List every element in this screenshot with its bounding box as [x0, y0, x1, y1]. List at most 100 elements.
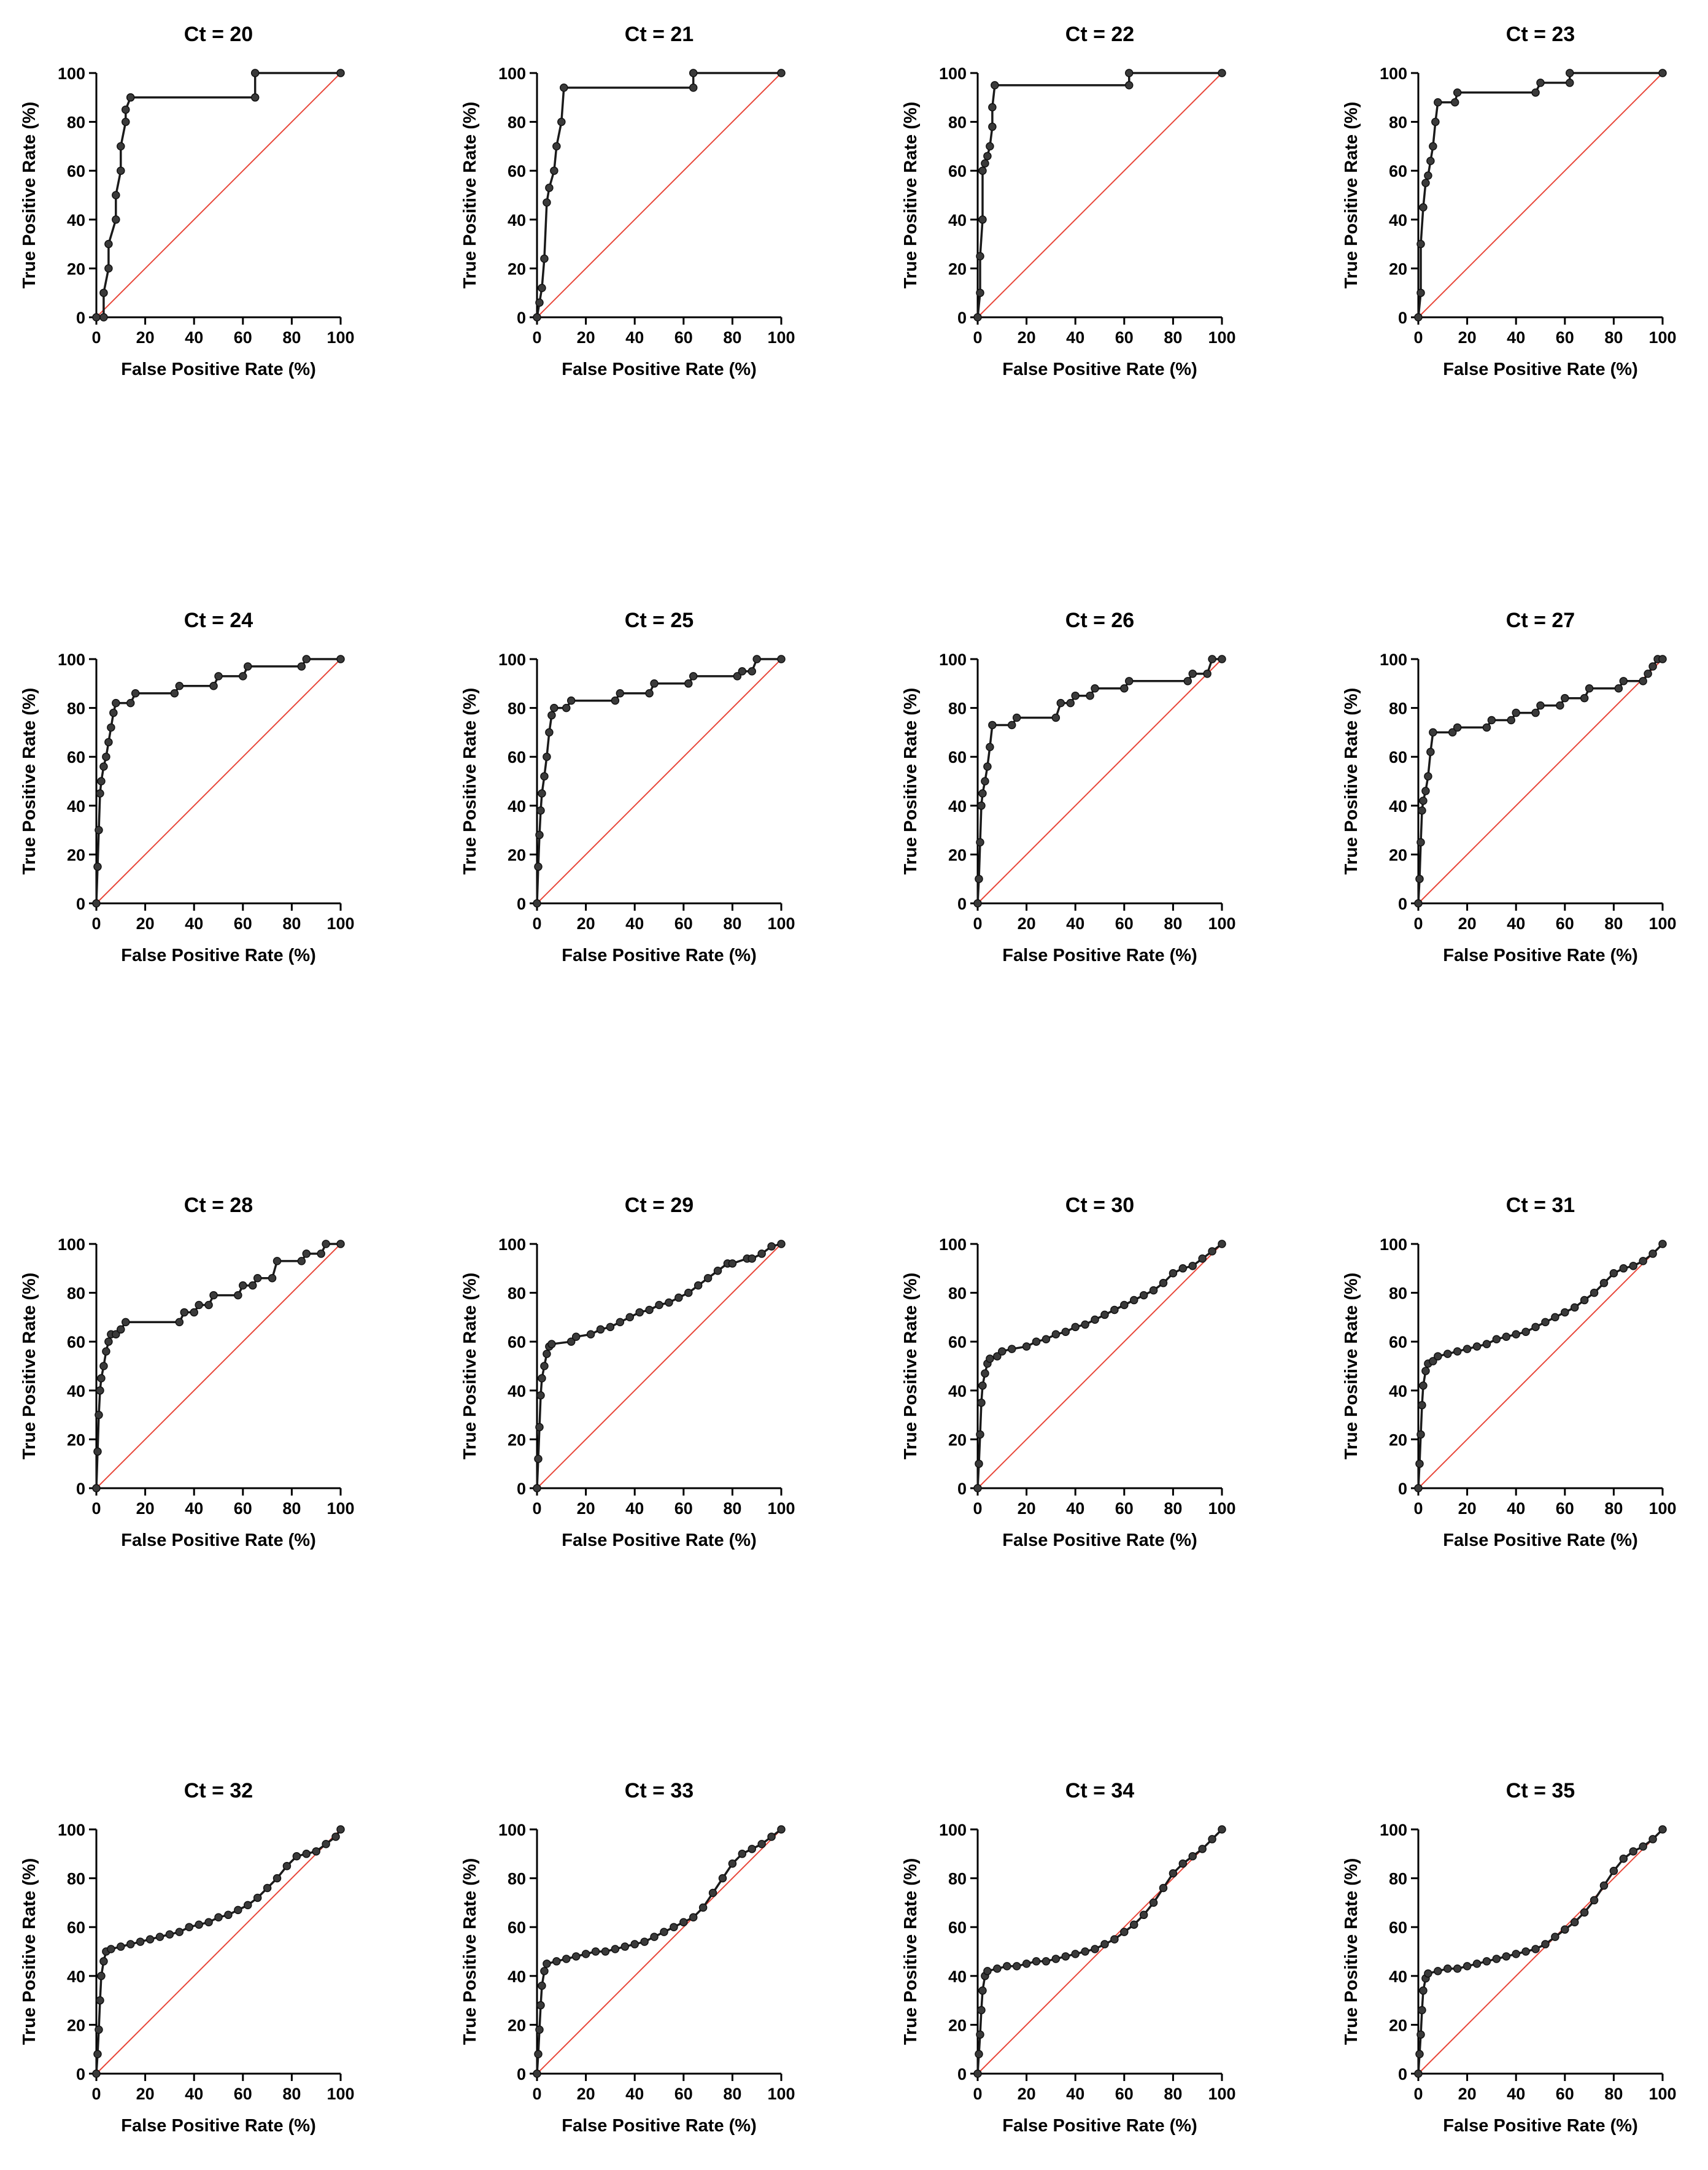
y-tick-label: 80 — [67, 114, 85, 132]
roc-data-point — [250, 69, 260, 77]
x-axis-label: False Positive Rate (%) — [121, 2116, 316, 2136]
x-tick-label: 80 — [282, 328, 301, 347]
roc-data-point — [1091, 1315, 1099, 1324]
roc-data-point — [1492, 1335, 1501, 1343]
roc-data-point — [1443, 1349, 1452, 1358]
roc-data-point — [1561, 1925, 1569, 1934]
reference-line — [977, 1243, 1223, 1489]
roc-data-point — [1419, 1381, 1428, 1390]
roc-data-point — [534, 862, 543, 871]
roc-data-point — [1183, 677, 1192, 685]
reference-line — [536, 658, 782, 904]
roc-data-point — [752, 655, 761, 663]
x-tick-label: 20 — [577, 914, 595, 933]
x-tick-label: 100 — [1648, 328, 1676, 347]
x-tick-label: 100 — [1648, 1499, 1676, 1518]
roc-data-point — [331, 1832, 340, 1841]
roc-data-point — [234, 1906, 242, 1915]
roc-data-point — [1482, 1957, 1491, 1966]
roc-data-point — [282, 1861, 292, 1871]
chart-title: Ct = 28 — [184, 1194, 253, 1217]
roc-data-point — [1658, 1825, 1667, 1834]
roc-chart-panel: Ct = 23 0 20 40 60 80 100 0 20 40 60 80 100 False Pos… — [1342, 23, 1677, 379]
x-axis-label: False Positive Rate (%) — [1443, 2116, 1638, 2136]
roc-data-point — [1512, 1330, 1520, 1339]
reference-line — [977, 658, 1223, 904]
roc-data-point — [1208, 655, 1216, 663]
roc-data-point — [1012, 1962, 1021, 1971]
roc-data-point — [728, 1259, 737, 1268]
roc-data-point — [1648, 662, 1657, 671]
roc-data-point — [1590, 1288, 1599, 1297]
chart-title: Ct = 29 — [625, 1194, 694, 1217]
roc-data-point — [1061, 1327, 1070, 1337]
roc-data-point — [777, 1240, 786, 1248]
roc-data-point — [1178, 1859, 1188, 1868]
roc-data-point — [117, 166, 125, 175]
roc-data-point — [1188, 670, 1197, 678]
x-tick-label: 60 — [1556, 328, 1574, 347]
roc-data-point — [1629, 1262, 1637, 1270]
roc-data-point — [533, 1484, 541, 1492]
x-axis-label: False Positive Rate (%) — [121, 360, 316, 379]
y-tick-label: 100 — [498, 64, 526, 83]
y-tick-label: 0 — [957, 2065, 967, 2083]
y-tick-label: 0 — [517, 309, 526, 327]
roc-data-point — [1619, 1264, 1628, 1273]
y-tick-label: 80 — [948, 1284, 967, 1303]
y-tick-label: 100 — [939, 64, 967, 83]
roc-data-point — [268, 1273, 277, 1283]
roc-data-point — [1415, 2050, 1424, 2058]
x-axis-label: False Positive Rate (%) — [121, 946, 316, 965]
roc-data-point — [536, 806, 545, 815]
roc-data-point — [1416, 2030, 1425, 2039]
roc-chart-panel: Ct = 29 0 20 40 60 80 100 0 20 40 60 80 100 False Pos… — [460, 1194, 795, 1550]
x-axis-label: False Positive Rate (%) — [562, 360, 757, 379]
y-tick-label: 40 — [67, 1382, 85, 1400]
y-tick-label: 40 — [67, 1967, 85, 1986]
roc-data-point — [533, 899, 541, 908]
roc-data-point — [606, 1322, 615, 1332]
roc-data-point — [703, 1273, 713, 1283]
roc-data-point — [616, 689, 625, 698]
roc-data-point — [1416, 239, 1425, 249]
x-tick-label: 0 — [973, 2085, 982, 2103]
roc-data-point — [566, 696, 576, 705]
y-axis-label: True Positive Rate (%) — [1342, 1273, 1361, 1460]
x-tick-label: 100 — [767, 914, 795, 933]
roc-data-point — [185, 1923, 193, 1931]
y-tick-label: 40 — [67, 797, 85, 816]
roc-data-point — [1639, 677, 1647, 685]
roc-data-point — [976, 288, 984, 297]
roc-data-point — [1120, 684, 1129, 693]
roc-data-point — [1416, 838, 1425, 847]
roc-data-point — [1208, 1835, 1216, 1844]
x-tick-label: 80 — [1604, 2085, 1623, 2103]
roc-data-point — [104, 1337, 113, 1346]
y-tick-label: 20 — [508, 846, 526, 864]
x-tick-label: 100 — [327, 1499, 354, 1518]
roc-data-point — [1580, 693, 1589, 703]
y-tick-label: 80 — [508, 1870, 526, 1888]
roc-data-point — [1159, 1883, 1168, 1893]
y-tick-label: 0 — [76, 895, 85, 913]
roc-data-point — [1429, 142, 1437, 151]
roc-data-point — [302, 1850, 311, 1858]
roc-data-point — [1198, 1845, 1207, 1853]
roc-data-point — [1453, 88, 1462, 97]
roc-data-point — [983, 152, 992, 161]
x-tick-label: 80 — [1164, 328, 1182, 347]
y-tick-label: 0 — [76, 2065, 85, 2083]
roc-chart-panel: Ct = 28 0 20 40 60 80 100 0 20 40 60 80 100 False Pos… — [20, 1194, 355, 1550]
y-tick-label: 80 — [508, 700, 526, 718]
y-tick-label: 100 — [58, 64, 85, 83]
y-tick-label: 40 — [508, 797, 526, 816]
roc-data-point — [998, 1347, 1007, 1356]
chart-title: Ct = 21 — [625, 23, 694, 46]
x-tick-label: 40 — [185, 914, 203, 933]
y-tick-label: 80 — [948, 1870, 967, 1888]
y-tick-label: 80 — [1389, 1284, 1407, 1303]
roc-chart-panel: Ct = 27 0 20 40 60 80 100 0 20 40 60 80 100 False Pos… — [1342, 609, 1677, 965]
x-tick-label: 60 — [1115, 328, 1134, 347]
roc-data-point — [543, 752, 551, 761]
